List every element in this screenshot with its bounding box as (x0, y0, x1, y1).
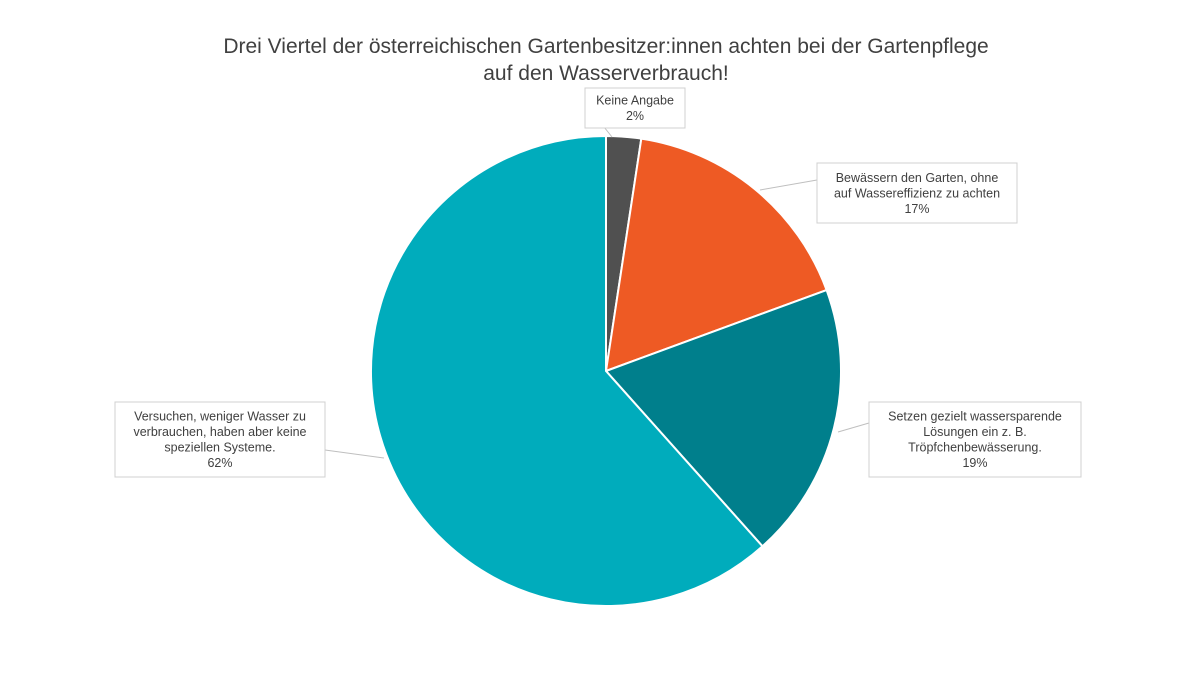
callout-label-line: Tröpfchenbewässerung. (908, 441, 1042, 455)
chart-title-line-2: auf den Wasserverbrauch! (483, 62, 729, 85)
callout-label-line: Lösungen ein z. B. (923, 425, 1027, 439)
callout-value-label: 2% (626, 109, 644, 123)
callout-label-line: speziellen Systeme. (164, 441, 275, 455)
callout-4: Versuchen, weniger Wasser zuverbrauchen,… (114, 401, 326, 478)
leader-line-2 (759, 179, 818, 191)
chart-title-line-1: Drei Viertel der österreichischen Garten… (223, 35, 988, 58)
callout-box-2 (816, 162, 1018, 224)
chart-title: Drei Viertel der österreichischen Garten… (223, 35, 988, 85)
leader-line-4 (324, 449, 385, 459)
callout-label-line: verbrauchen, haben aber keine (133, 425, 306, 439)
callout-box-4 (114, 401, 326, 478)
leader-line-1 (603, 126, 613, 138)
callout-value-label: 62% (207, 456, 232, 470)
pie-slice-2 (604, 137, 828, 373)
pie-slices (370, 134, 842, 607)
callout-label-line: Versuchen, weniger Wasser zu (134, 410, 306, 424)
callout-value-label: 19% (962, 456, 987, 470)
callout-label-line: Bewässern den Garten, ohne (836, 171, 999, 185)
callout-box-1 (584, 87, 686, 129)
callout-label-line: Keine Angabe (596, 94, 674, 108)
pie-slice-4 (370, 134, 764, 607)
callout-leader-lines (324, 126, 870, 459)
pie-slice-3 (604, 288, 842, 548)
leader-line-3 (837, 422, 870, 433)
callout-label-line: Setzen gezielt wassersparende (888, 410, 1062, 424)
callout-value-label: 17% (904, 202, 929, 216)
callout-label-line: auf Wassereffizienz zu achten (834, 186, 1000, 200)
callout-box-3 (868, 401, 1082, 478)
